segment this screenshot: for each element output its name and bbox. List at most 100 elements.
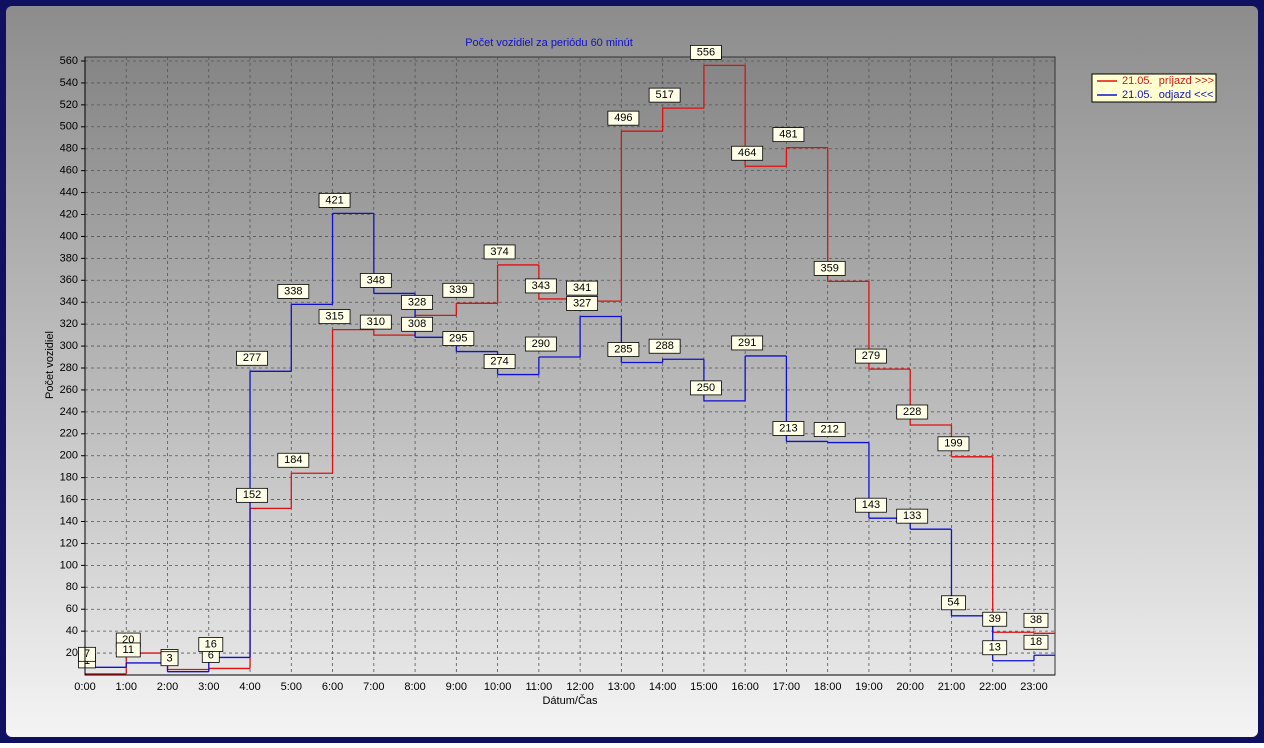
y-tick-label: 60	[66, 603, 78, 615]
x-tick-label: 20:00	[896, 681, 924, 693]
value-label: 38	[1030, 614, 1042, 626]
value-label: 348	[367, 274, 385, 286]
value-label-box	[941, 595, 966, 611]
x-axis-label: Dátum/Čas	[542, 694, 598, 707]
x-tick-label: 8:00	[404, 681, 425, 693]
value-label-box	[813, 422, 846, 437]
value-label-box	[198, 637, 224, 652]
value-label: 359	[821, 262, 839, 274]
value-label: 6	[208, 649, 214, 661]
value-label-box	[236, 350, 268, 366]
y-tick-label: 420	[60, 208, 78, 220]
x-tick-label: 1:00	[116, 681, 137, 693]
y-tick-label: 520	[60, 99, 78, 111]
x-tick-label: 10:00	[484, 681, 512, 693]
value-label-box	[607, 342, 640, 357]
value-label: 327	[573, 297, 591, 309]
value-label: 343	[532, 280, 550, 292]
value-label-box	[648, 87, 681, 103]
y-tick-label: 480	[60, 143, 78, 155]
y-tick-label: 20	[66, 647, 78, 659]
y-tick-label: 80	[66, 581, 78, 593]
value-label-box	[442, 282, 475, 298]
value-label-box	[813, 260, 846, 276]
value-label: 16	[205, 638, 217, 650]
value-label: 213	[779, 422, 797, 434]
x-tick-label: 3:00	[198, 681, 219, 693]
value-label-box	[1023, 634, 1049, 650]
y-tick-label: 300	[60, 340, 78, 352]
x-tick-label: 16:00	[731, 681, 759, 693]
x-tick-label: 4:00	[239, 681, 260, 693]
value-label: 308	[408, 318, 426, 330]
value-label-box	[401, 316, 433, 332]
value-label: 310	[367, 316, 385, 328]
x-tick-label: 12:00	[566, 681, 594, 693]
y-tick-label: 260	[60, 384, 78, 396]
value-label: 3	[166, 653, 172, 665]
x-tick-label: 11:00	[526, 681, 553, 693]
y-tick-label: 120	[60, 537, 78, 549]
y-tick-label: 560	[60, 55, 78, 67]
value-label: 291	[738, 337, 756, 349]
value-label-box	[359, 273, 392, 288]
x-tick-label: 15:00	[690, 681, 718, 693]
value-label: 7	[84, 648, 90, 660]
x-tick-label: 13:00	[608, 681, 636, 693]
value-label-box	[855, 497, 887, 513]
y-tick-label: 140	[60, 515, 78, 527]
value-label: 143	[862, 499, 880, 511]
legend	[1091, 73, 1217, 103]
y-tick-label: 320	[60, 318, 78, 330]
value-label-box	[359, 314, 392, 330]
legend-label: 21.05. príjazd >>>	[1122, 75, 1214, 87]
value-label: 464	[738, 147, 756, 159]
value-label-box	[772, 421, 805, 436]
y-tick-label: 100	[60, 559, 78, 571]
value-label: 152	[243, 489, 261, 501]
value-label-box	[731, 145, 764, 161]
value-label-box	[690, 44, 722, 60]
value-label: 11	[123, 644, 134, 656]
value-label-box	[524, 278, 557, 294]
value-label: 13	[989, 642, 1001, 654]
x-tick-label: 6:00	[322, 681, 343, 693]
value-label: 285	[614, 343, 632, 355]
value-label: 556	[697, 46, 715, 58]
value-label: 288	[655, 340, 673, 352]
y-tick-label: 500	[60, 121, 78, 133]
value-label-box	[566, 280, 599, 296]
y-tick-label: 460	[60, 165, 78, 177]
value-label-box	[896, 508, 929, 524]
value-label-box	[690, 380, 722, 396]
x-tick-label: 19:00	[855, 681, 883, 693]
value-label: 274	[490, 355, 508, 367]
value-label-box	[78, 646, 96, 662]
value-label: 339	[449, 284, 467, 296]
value-label: 133	[903, 510, 921, 522]
value-label: 290	[532, 338, 550, 350]
value-label: 328	[408, 296, 426, 308]
value-label-box	[896, 404, 929, 420]
y-tick-label: 200	[60, 450, 78, 462]
value-label-box	[982, 611, 1008, 627]
x-tick-label: 22:00	[979, 681, 1007, 693]
value-label: 374	[490, 246, 508, 258]
value-label-box	[772, 127, 805, 143]
value-label-box	[566, 296, 599, 311]
x-tick-label: 2:00	[157, 681, 178, 693]
y-tick-label: 440	[60, 186, 78, 198]
y-tick-label: 220	[60, 428, 78, 440]
y-tick-label: 40	[66, 625, 78, 637]
value-label: 39	[989, 613, 1001, 625]
value-label: 54	[947, 597, 959, 609]
value-label-box	[401, 294, 433, 310]
y-tick-label: 180	[60, 472, 78, 484]
x-tick-label: 21:00	[938, 681, 966, 693]
x-tick-label: 5:00	[281, 681, 302, 693]
value-label: 277	[243, 352, 261, 364]
value-label: 315	[325, 311, 343, 323]
value-label: 338	[284, 285, 302, 297]
